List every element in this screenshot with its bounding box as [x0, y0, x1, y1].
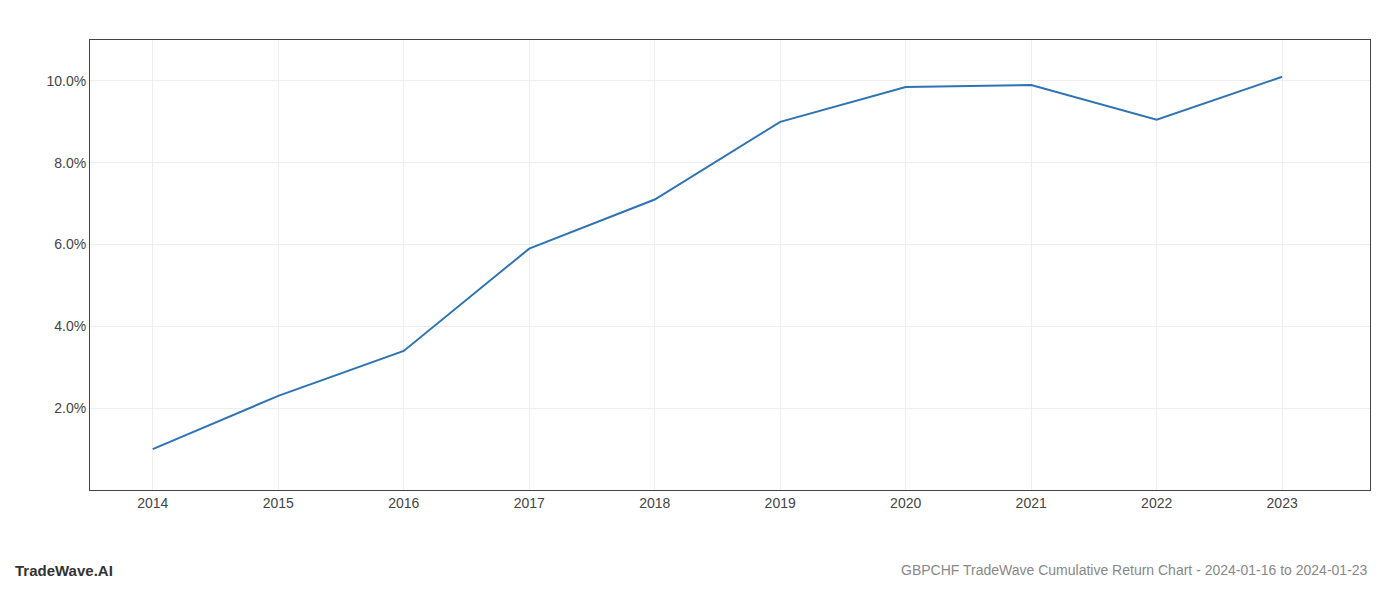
svg-text:6.0%: 6.0%: [54, 236, 86, 252]
svg-text:2017: 2017: [514, 495, 545, 511]
svg-text:2014: 2014: [137, 495, 168, 511]
svg-text:8.0%: 8.0%: [54, 155, 86, 171]
svg-text:2019: 2019: [765, 495, 796, 511]
svg-text:TradeWave.AI: TradeWave.AI: [15, 562, 113, 579]
svg-text:2020: 2020: [890, 495, 921, 511]
svg-text:GBPCHF TradeWave Cumulative Re: GBPCHF TradeWave Cumulative Return Chart…: [901, 562, 1368, 578]
svg-text:2023: 2023: [1267, 495, 1298, 511]
svg-text:2022: 2022: [1141, 495, 1172, 511]
svg-text:10.0%: 10.0%: [46, 73, 86, 89]
svg-text:4.0%: 4.0%: [54, 318, 86, 334]
svg-text:2018: 2018: [639, 495, 670, 511]
svg-text:2.0%: 2.0%: [54, 400, 86, 416]
svg-text:2015: 2015: [263, 495, 294, 511]
svg-text:2021: 2021: [1016, 495, 1047, 511]
svg-text:2016: 2016: [388, 495, 419, 511]
